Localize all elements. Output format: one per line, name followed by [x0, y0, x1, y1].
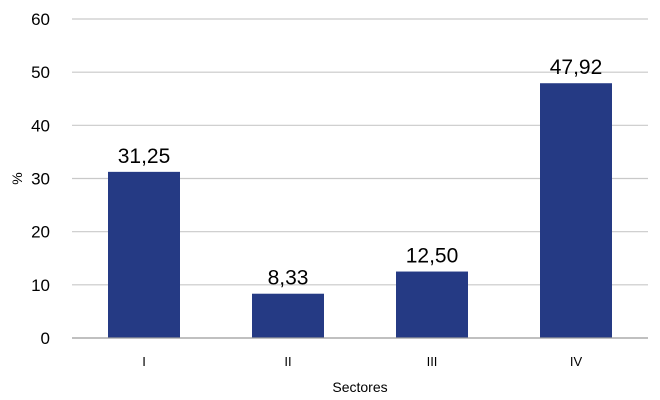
bar-IV [540, 83, 612, 338]
x-tick-label: I [142, 354, 146, 369]
y-tick-label: 60 [31, 10, 50, 29]
bar-I [108, 171, 180, 338]
x-tick-label: III [427, 354, 438, 369]
data-label: 8,33 [268, 267, 309, 290]
data-label: 12,50 [406, 245, 459, 268]
data-labels: 31,25 8,33 12,50 47,92 [118, 56, 603, 289]
x-tick-label: IV [570, 354, 583, 369]
y-tick-label: 0 [41, 329, 50, 348]
data-label: 47,92 [550, 56, 603, 79]
data-label: 31,25 [118, 145, 171, 168]
y-tick-label: 30 [31, 170, 50, 189]
y-tick-label: 20 [31, 223, 50, 242]
y-tick-label: 40 [31, 116, 50, 135]
x-axis-title: Sectores [332, 379, 387, 395]
y-tick-label: 50 [31, 63, 50, 82]
bars [108, 83, 612, 338]
x-tick-label: II [284, 354, 291, 369]
y-axis-title: % [9, 172, 25, 184]
bar-III [396, 271, 468, 338]
bar-II [252, 293, 324, 338]
y-tick-label: 10 [31, 276, 50, 295]
